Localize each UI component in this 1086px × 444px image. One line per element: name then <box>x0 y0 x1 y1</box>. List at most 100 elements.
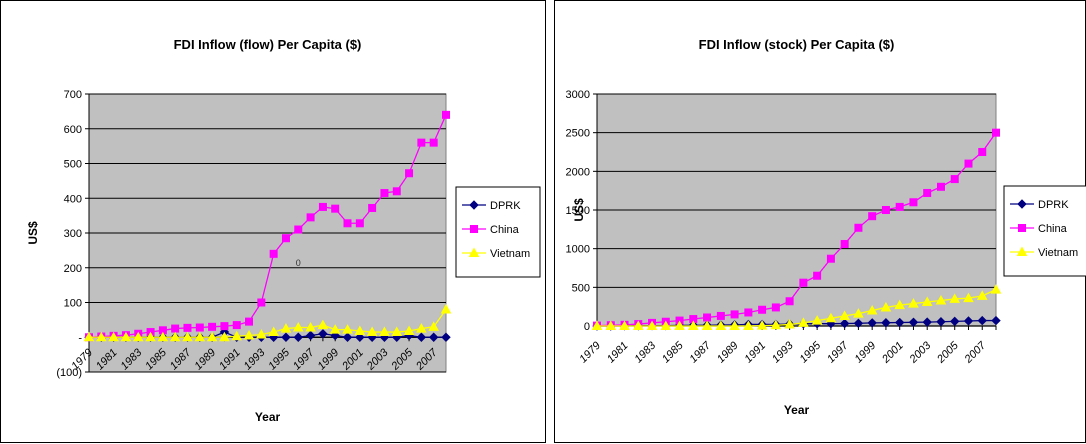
point-china <box>257 298 266 307</box>
y-tick-label: 500 <box>64 159 82 171</box>
legend-marker-vietnam <box>468 247 480 257</box>
point-dprk <box>293 332 303 342</box>
point-china <box>306 213 315 222</box>
point-china <box>936 182 945 191</box>
point-dprk <box>950 316 960 327</box>
point-china <box>208 322 217 331</box>
point-vietnam <box>157 331 169 342</box>
point-vietnam <box>329 324 341 334</box>
point-vietnam <box>646 320 658 330</box>
point-china <box>269 249 278 258</box>
point-china <box>826 254 835 263</box>
point-vietnam <box>701 320 713 330</box>
y-tick-label: 600 <box>64 124 82 136</box>
y-tick-label: 300 <box>64 228 82 240</box>
point-china <box>758 305 767 314</box>
point-dprk <box>922 317 932 327</box>
point-vietnam <box>342 324 353 334</box>
x-tick-label: 1985 <box>660 339 686 365</box>
y-axis-title: US$ <box>572 198 586 222</box>
x-axis-title: Year <box>255 410 281 424</box>
x-tick-label: 1979 <box>577 340 603 366</box>
point-vietnam <box>976 290 988 300</box>
point-vietnam <box>866 305 878 315</box>
point-china <box>331 204 340 213</box>
point-vietnam <box>784 318 795 329</box>
point-vietnam <box>95 331 107 342</box>
point-vietnam <box>687 320 699 330</box>
point-china <box>799 278 808 287</box>
point-china <box>785 297 794 306</box>
point-china <box>171 324 180 333</box>
point-vietnam <box>280 323 292 333</box>
x-axis-title: Year <box>784 403 810 417</box>
y-tick-label: (100) <box>56 367 82 379</box>
point-china <box>355 219 364 228</box>
point-china <box>380 189 389 198</box>
point-china <box>992 128 1000 137</box>
point-vietnam <box>83 331 95 342</box>
point-vietnam <box>206 331 218 342</box>
x-tick-label: 2007 <box>962 339 989 366</box>
point-vietnam <box>428 321 440 331</box>
point-china <box>840 240 849 249</box>
x-tick-label: 1993 <box>770 339 796 365</box>
point-vietnam <box>317 319 329 330</box>
point-vietnam <box>132 331 144 342</box>
y-tick-label: 100 <box>64 298 82 310</box>
y-tick-label: 0 <box>584 321 590 333</box>
point-vietnam <box>825 312 837 323</box>
point-china <box>281 234 290 243</box>
y-axis-title: US$ <box>26 221 40 245</box>
point-vietnam <box>255 328 267 339</box>
point-china <box>232 321 241 330</box>
point-dprk <box>416 332 427 342</box>
legend-label-dprk: DPRK <box>490 200 521 212</box>
point-china <box>854 223 863 232</box>
legend-label-vietnam: Vietnam <box>490 248 530 260</box>
x-tick-label: 1981 <box>605 340 631 366</box>
y-tick-label: 500 <box>572 282 590 294</box>
x-tick-label: 1987 <box>687 339 713 365</box>
point-china <box>417 138 426 147</box>
point-china <box>245 317 254 326</box>
y-tick-label: 1000 <box>566 244 590 256</box>
legend-label-china: China <box>490 224 520 236</box>
point-vietnam <box>268 326 280 337</box>
point-vietnam <box>742 320 754 330</box>
stock-chart-svg: FDI Inflow (stock) Per Capita ($) 0 500 100… <box>566 37 1086 417</box>
point-vietnam <box>366 326 378 337</box>
point-china <box>703 313 712 322</box>
legend-marker-dprk <box>1017 199 1027 209</box>
point-dprk <box>839 318 850 329</box>
point-dprk <box>281 332 291 342</box>
y-tick-label: 700 <box>64 89 82 101</box>
point-dprk <box>894 317 905 328</box>
legend-marker-vietnam <box>1016 246 1028 256</box>
point-china <box>950 175 959 184</box>
point-vietnam <box>145 331 156 342</box>
y-tick-label: 2500 <box>566 128 590 140</box>
point-vietnam <box>219 331 230 342</box>
point-vietnam <box>770 319 782 330</box>
point-china <box>881 206 890 214</box>
legend-label-dprk: DPRK <box>1038 199 1069 211</box>
point-vietnam <box>591 320 603 330</box>
legend-marker-china <box>470 225 478 233</box>
point-vietnam <box>391 326 403 337</box>
y-tick-label: 400 <box>64 193 82 205</box>
point-vietnam <box>798 317 809 327</box>
point-china <box>978 148 987 156</box>
point-vietnam <box>756 320 768 330</box>
point-vietnam <box>120 331 132 342</box>
chart-panel-flow: FDI Inflow (flow) Per Capita ($) (100) - 10… <box>0 0 546 443</box>
y-tick-label: 2000 <box>566 166 590 178</box>
x-tick-label: 1989 <box>715 340 741 366</box>
legend-label-vietnam: Vietnam <box>1038 247 1078 259</box>
y-tick-label: - <box>78 332 82 344</box>
point-dprk <box>881 318 891 328</box>
point-china <box>895 202 904 211</box>
y-tick-label: 3000 <box>566 89 590 101</box>
point-vietnam <box>935 294 947 305</box>
point-china <box>442 110 450 119</box>
